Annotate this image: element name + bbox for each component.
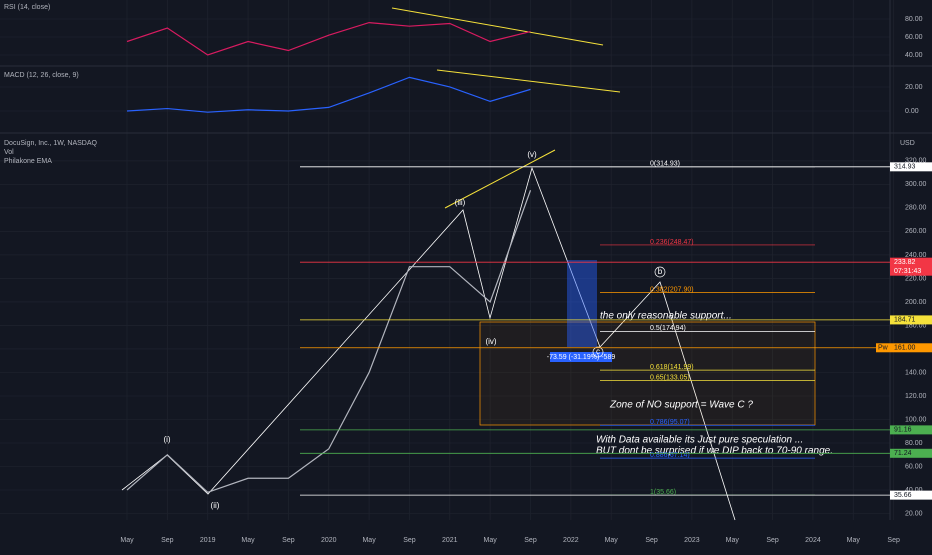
price-tag xyxy=(890,343,932,353)
y-tick-label: 60.00 xyxy=(905,34,923,41)
x-tick-label: May xyxy=(484,537,498,544)
price-value: 71.24 xyxy=(894,450,912,457)
y-tick-label: 0.00 xyxy=(905,108,919,115)
wave-label: b xyxy=(658,267,663,276)
y-tick-label: 80.00 xyxy=(905,16,923,23)
fib-label: 0.382(207.90) xyxy=(650,286,694,293)
series-line xyxy=(126,21,531,56)
y-tick-label: 180.00 xyxy=(905,322,927,329)
y-tick-label: 140.00 xyxy=(905,369,927,376)
wave-label: c xyxy=(596,347,600,356)
fib-label: 0(314.93) xyxy=(650,161,680,168)
annotation: Zone of NO support = Wave C ? xyxy=(609,400,753,411)
y-tick-label: 60.00 xyxy=(905,463,923,470)
y-tick-label: 100.00 xyxy=(905,416,927,423)
x-tick-label: 2022 xyxy=(563,537,579,544)
y-tick-label: 300.00 xyxy=(905,181,927,188)
y-tick-label: 80.00 xyxy=(905,440,923,447)
price-value: 35.66 xyxy=(894,492,912,499)
y-tick-label: 280.00 xyxy=(905,205,927,212)
price-value: 184.71 xyxy=(894,317,916,324)
macd-title: MACD (12, 26, close, 9) xyxy=(4,72,79,79)
x-tick-label: Sep xyxy=(524,537,537,544)
fib-label: 1(35.66) xyxy=(650,489,676,496)
price-value: 314.93 xyxy=(894,164,916,171)
annotation: the only reasonable support... xyxy=(600,311,732,322)
price-tag-prefix xyxy=(876,343,890,353)
x-tick-label: 2020 xyxy=(321,537,337,544)
price-tag xyxy=(890,162,932,172)
fib-label: 0.886(67.14) xyxy=(650,452,690,459)
annotation: With Data available its Just pure specul… xyxy=(596,435,803,446)
series-line xyxy=(126,76,531,113)
y-tick-label: 240.00 xyxy=(905,252,927,259)
y-tick-label: 220.00 xyxy=(905,275,927,282)
wave-label: (i) xyxy=(163,435,170,444)
wave-label: (iii) xyxy=(455,198,466,207)
x-tick-label: May xyxy=(605,537,619,544)
x-tick-label: May xyxy=(362,537,376,544)
support-zone xyxy=(479,321,816,426)
price-tag xyxy=(890,490,932,500)
x-tick-label: Sep xyxy=(161,537,174,544)
trendline xyxy=(391,7,604,46)
vol-title: Vol xyxy=(4,149,14,156)
x-tick-label: Sep xyxy=(282,537,295,544)
price-tag xyxy=(890,257,932,276)
x-tick-label: May xyxy=(120,537,134,544)
y-axis-label: USD xyxy=(900,140,915,147)
y-tick-label: 200.00 xyxy=(905,299,927,306)
x-tick-label: Sep xyxy=(403,537,416,544)
x-tick-label: May xyxy=(847,537,861,544)
price-tag xyxy=(890,448,932,458)
y-tick-label: 20.00 xyxy=(905,84,923,91)
price-value: 161.00 xyxy=(894,345,916,352)
x-tick-label: May xyxy=(241,537,255,544)
y-tick-label: 120.00 xyxy=(905,393,927,400)
rsi-title: RSI (14, close) xyxy=(4,4,50,11)
fib-label: 0.618(141.99) xyxy=(650,364,694,371)
price-tag xyxy=(890,315,932,325)
price-prefix: Pw xyxy=(878,345,889,352)
y-tick-label: 260.00 xyxy=(905,228,927,235)
fib-label: 0.786(95.07) xyxy=(650,419,690,426)
trendline xyxy=(436,69,621,93)
price-value: 91.16 xyxy=(894,427,912,434)
fib-label: 0.5(174.94) xyxy=(650,325,686,332)
y-tick-label: 320.00 xyxy=(905,158,927,165)
x-tick-label: 2019 xyxy=(200,537,216,544)
price-title: DocuSign, Inc., 1W, NASDAQ xyxy=(4,140,98,147)
wave-circle xyxy=(654,266,666,278)
y-tick-label: 20.00 xyxy=(905,510,923,517)
x-tick-label: Sep xyxy=(887,537,900,544)
wave-label: (iv) xyxy=(485,337,496,346)
trendline xyxy=(444,149,556,209)
wave-circle xyxy=(592,346,604,358)
x-tick-label: Sep xyxy=(766,537,779,544)
price-value: 233.82 xyxy=(894,259,916,266)
measure-label: -73.59 (-31.19%) -589 xyxy=(547,354,616,361)
x-tick-label: May xyxy=(726,537,740,544)
fib-label: 0.236(248.47) xyxy=(650,239,694,246)
x-tick-label: 2023 xyxy=(684,537,700,544)
x-tick-label: 2024 xyxy=(805,537,821,544)
series-line xyxy=(126,190,532,494)
y-tick-label: 40.00 xyxy=(905,487,923,494)
measure-box xyxy=(567,260,597,347)
price-tag xyxy=(890,425,932,435)
y-tick-label: 40.00 xyxy=(905,52,923,59)
x-tick-label: Sep xyxy=(645,537,658,544)
measure-label-bg xyxy=(550,352,612,362)
ema-title: Philakone EMA xyxy=(4,158,52,165)
wave-path xyxy=(121,166,736,521)
annotation: BUT dont be surprised if we DIP back to … xyxy=(596,446,833,457)
fib-label: 0.65(133.05) xyxy=(650,374,690,381)
x-tick-label: 2021 xyxy=(442,537,458,544)
price-timer: 07:31:43 xyxy=(894,268,921,275)
wave-label: (ii) xyxy=(211,501,220,510)
wave-label: (v) xyxy=(527,150,537,159)
